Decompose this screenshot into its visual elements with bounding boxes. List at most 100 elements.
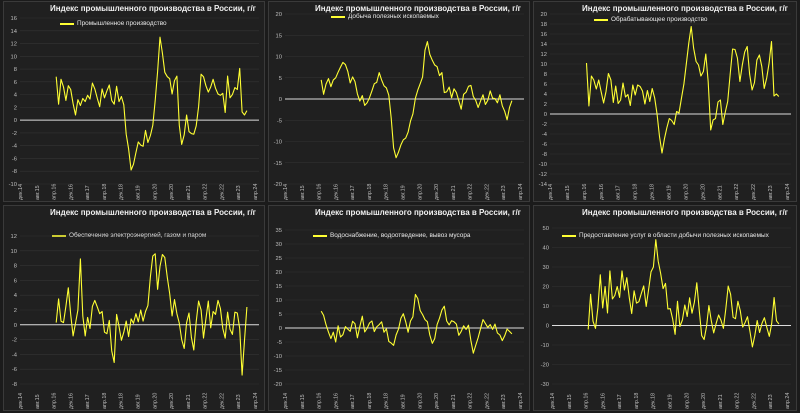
y-tick-label: 5: [279, 76, 282, 82]
x-tick-label: авг.19: [136, 394, 142, 409]
series-line: [55, 253, 248, 376]
y-tick-label: 4: [544, 92, 548, 98]
y-tick-label: -20: [274, 382, 282, 388]
legend: Добыча полезных ископаемых: [331, 13, 439, 20]
x-tick-label: авг.21: [718, 394, 724, 409]
y-tick-label: -8: [12, 382, 17, 388]
x-tick-label: авг.19: [401, 185, 407, 200]
x-tick-label: дек.22: [751, 393, 757, 409]
y-tick-label: -4: [12, 352, 18, 358]
y-tick-label: 0: [544, 112, 547, 118]
x-tick-label: апр.18: [633, 184, 639, 200]
x-tick-label: апр.16: [582, 184, 588, 200]
x-tick-label: авг.17: [350, 394, 356, 409]
y-tick-label: -5: [277, 340, 282, 346]
x-tick-label: авг.17: [85, 394, 91, 409]
y-tick-label: -10: [539, 162, 547, 168]
x-tick-label: апр.18: [102, 393, 108, 409]
x-tick-label: авг.21: [451, 185, 457, 200]
x-tick-label: авг.21: [186, 185, 192, 200]
legend: Водоснабжение, водоотведение, вывоз мусо…: [313, 232, 470, 239]
y-tick-label: 4: [14, 293, 18, 299]
y-tick-label: 0: [546, 324, 549, 330]
x-tick-label: апр.22: [203, 184, 209, 200]
x-tick-label: авг.15: [567, 394, 573, 409]
x-tick-label: дек.22: [484, 393, 490, 409]
chart-svg: -20 -15 -10 -5 0 5 10 15 20 25 30 35 дек.14 авг.15 апр…: [274, 228, 524, 409]
x-tick-label: дек.18: [650, 184, 656, 200]
y-tick-label: 30: [543, 265, 549, 271]
x-tick-label: авг.15: [35, 185, 41, 200]
y-tick-label: -4: [12, 144, 18, 150]
y-tick-label: 12: [11, 42, 17, 48]
y-tick-label: 6: [14, 278, 17, 284]
x-tick-label: авг.15: [300, 394, 306, 409]
y-tick-label: 50: [543, 226, 549, 232]
x-tick-label: дек.20: [434, 184, 440, 200]
x-tick-label: дек.20: [701, 393, 707, 409]
x-tick-label: дек.14: [283, 393, 289, 409]
x-tick-label: авг.23: [501, 394, 507, 409]
chart-title: Индекс промышленного производства в Росс…: [50, 208, 256, 217]
x-tick-label: апр.20: [152, 184, 158, 200]
y-tick-label: -15: [274, 161, 282, 167]
chart-title: Индекс промышленного производства в Росс…: [582, 208, 788, 217]
x-tick-label: апр.24: [785, 393, 791, 409]
x-tick-label: апр.24: [518, 184, 524, 200]
x-tick-label: дек.20: [434, 393, 440, 409]
y-tick-label: 40: [543, 246, 549, 252]
x-tick-label: апр.16: [317, 393, 323, 409]
y-tick-label: -2: [12, 338, 17, 344]
y-tick-label: -6: [12, 367, 17, 373]
y-tick-label: 10: [276, 55, 282, 61]
chart-panel-industrial-production: Индекс промышленного производства в Росс…: [3, 1, 265, 202]
series-line: [320, 293, 513, 354]
x-tick-label: апр.24: [253, 393, 259, 409]
x-tick-label: апр.22: [734, 184, 740, 200]
x-tick-label: апр.18: [634, 393, 640, 409]
chart-svg: -30 -20 -10 0 10 20 30 40 50 дек.14 авг.15 апр.16 де…: [541, 226, 791, 409]
y-tick-label: -30: [541, 382, 549, 388]
x-tick-label: дек.14: [550, 393, 556, 409]
y-tick-label: 8: [544, 72, 547, 78]
legend-swatch: [313, 234, 327, 237]
x-tick-label: дек.14: [283, 184, 289, 200]
x-tick-label: апр.24: [785, 184, 791, 200]
y-tick-label: 0: [279, 326, 282, 332]
y-tick-label: -15: [274, 368, 282, 374]
y-tick-label: 6: [14, 80, 17, 86]
chart-svg: -10 -8 -6 -4 -2 0 2 4 6 8 10 12 14 16 дек.14 авг.15 апр.…: [9, 16, 259, 200]
x-tick-label: дек.14: [18, 393, 24, 409]
chart-panel-mining: Индекс промышленного производства в Росс…: [268, 1, 530, 202]
legend-label: Промышленное производство: [77, 20, 167, 27]
y-tick-label: 10: [541, 62, 547, 68]
x-tick-label: апр.20: [684, 393, 690, 409]
chart-panel-electricity: Индекс промышленного производства в Росс…: [3, 205, 265, 411]
x-tick-label: авг.15: [300, 185, 306, 200]
series-line: [587, 239, 780, 348]
x-tick-label: дек.18: [119, 184, 125, 200]
x-tick-label: авг.21: [451, 394, 457, 409]
y-tick-label: 5: [279, 312, 282, 318]
x-tick-label: дек.22: [219, 393, 225, 409]
chart-title: Индекс промышленного производства в Росс…: [315, 4, 521, 13]
chart-svg: -20 -15 -10 -5 0 5 10 15 20 дек.14 авг.15 апр.16 дек…: [274, 12, 524, 200]
legend: Обеспечение электроэнергией, газом и пар…: [52, 232, 206, 239]
y-tick-label: 35: [276, 228, 282, 234]
legend-swatch: [60, 22, 74, 25]
x-tick-label: апр.24: [518, 393, 524, 409]
y-tick-label: -4: [542, 132, 548, 138]
y-tick-label: 2: [544, 102, 547, 108]
y-tick-label: 0: [14, 323, 17, 329]
legend-swatch: [594, 18, 608, 21]
x-tick-label: апр.20: [683, 184, 689, 200]
chart-svg: -8 -6 -4 -2 0 2 4 6 8 10 12 дек.14 авг.15 апр.16 дек.1…: [11, 234, 259, 409]
x-tick-label: апр.22: [735, 393, 741, 409]
x-tick-label: апр.16: [52, 184, 58, 200]
y-tick-label: 20: [276, 12, 282, 18]
y-tick-label: 15: [276, 284, 282, 290]
x-tick-label: апр.18: [102, 184, 108, 200]
y-tick-label: -10: [274, 354, 282, 360]
y-tick-label: 10: [11, 54, 17, 60]
x-tick-label: авг.17: [85, 185, 91, 200]
